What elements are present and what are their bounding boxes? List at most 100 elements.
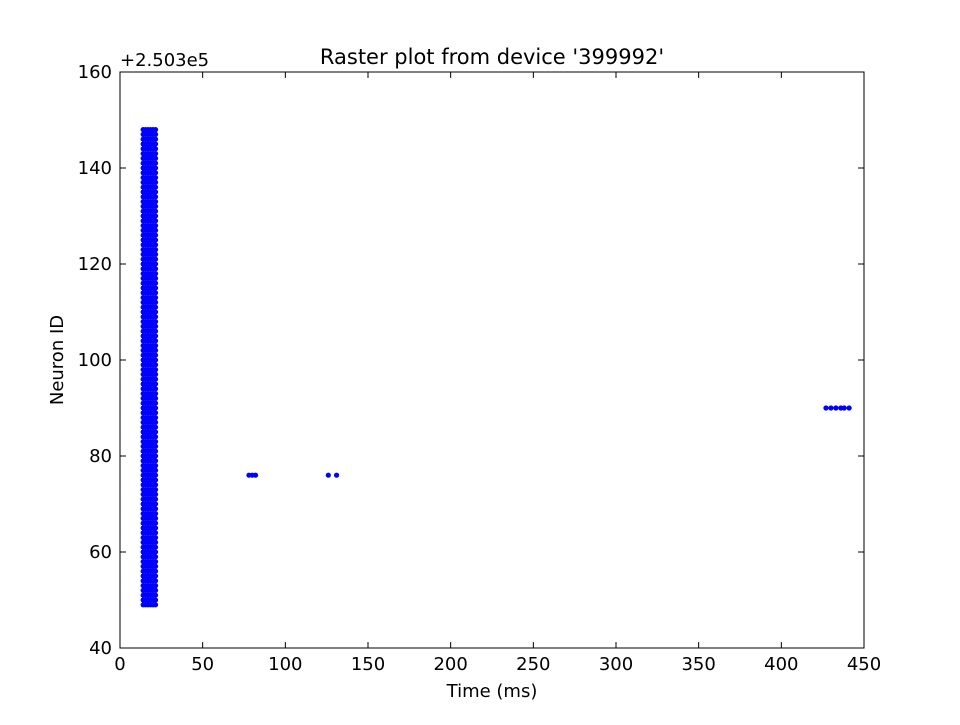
spike-point [152, 367, 159, 373]
spike-point [828, 405, 834, 411]
spike-point [152, 395, 159, 401]
x-tick-label: 300 [599, 654, 633, 675]
spike-point [152, 179, 159, 185]
spike-point [841, 405, 847, 411]
spike-point [152, 151, 159, 157]
y-axis-offset-label: +2.503e5 [120, 50, 209, 71]
spike-point [152, 472, 159, 478]
spike-point [152, 405, 159, 411]
spike-point [152, 170, 159, 176]
spike-markers [140, 127, 852, 608]
spike-point [325, 472, 331, 478]
spike-point [152, 515, 159, 522]
spike-point [152, 448, 159, 454]
spike-point [152, 477, 159, 483]
spike-point [152, 218, 159, 224]
spike-point [152, 568, 159, 574]
spike-point [152, 208, 159, 214]
spike-point [152, 199, 159, 205]
spike-point [152, 559, 159, 565]
spike-point [152, 453, 159, 459]
spike-point [152, 141, 159, 147]
spike-point [152, 309, 159, 315]
spike-point [152, 127, 159, 133]
x-tick-label: 0 [114, 654, 125, 675]
y-tick-label: 100 [78, 350, 112, 371]
spike-point [152, 563, 159, 570]
spike-point [152, 482, 159, 488]
x-tick-label: 250 [516, 654, 550, 675]
spike-point [152, 328, 159, 334]
spike-point [152, 467, 159, 473]
spike-point [152, 597, 159, 603]
spike-point [152, 578, 159, 584]
spike-point [152, 343, 159, 349]
x-tick-label: 100 [268, 654, 302, 675]
spike-point [152, 319, 159, 325]
spike-point [152, 525, 159, 531]
y-tick-label: 140 [78, 158, 112, 179]
spike-point [152, 275, 159, 281]
spike-point [333, 472, 340, 478]
spike-point [152, 386, 159, 392]
spike-point [152, 506, 159, 512]
x-tick-label: 50 [191, 654, 214, 675]
spike-point [152, 232, 159, 238]
spike-point [152, 391, 159, 397]
spike-point [152, 223, 159, 229]
spike-point [152, 520, 159, 526]
spike-point [152, 362, 159, 368]
spike-point [152, 496, 159, 502]
y-tick-label: 40 [89, 638, 112, 659]
spike-point [152, 573, 159, 579]
spike-point [252, 472, 259, 478]
x-tick-label: 350 [681, 654, 715, 675]
chart-title: Raster plot from device '399992' [320, 45, 664, 69]
spike-point [152, 256, 159, 262]
spike-point [152, 213, 159, 219]
spike-point [152, 160, 159, 166]
spike-point [152, 357, 159, 363]
spike-point [152, 381, 159, 387]
y-tick-label: 80 [89, 446, 112, 467]
y-tick-label: 120 [78, 254, 112, 275]
spike-point [152, 587, 159, 594]
spike-point [152, 458, 159, 464]
spike-point [152, 549, 159, 555]
spike-point [152, 271, 159, 277]
spike-point [152, 583, 159, 589]
spike-point [152, 410, 159, 416]
spike-point [152, 419, 159, 425]
x-tick-label: 400 [764, 654, 798, 675]
spike-point [152, 338, 159, 344]
spike-point [152, 333, 159, 339]
spike-point [152, 184, 159, 190]
spike-point [846, 405, 852, 411]
spike-point [152, 544, 159, 550]
spike-point [152, 592, 159, 598]
spike-point [152, 510, 159, 517]
spike-point [823, 405, 829, 411]
spike-point [152, 266, 159, 272]
y-axis-label: Neuron ID [47, 315, 68, 405]
spike-point [152, 554, 159, 560]
spike-point [152, 443, 159, 449]
spike-point [152, 491, 159, 497]
spike-point [152, 280, 159, 286]
spike-point [152, 429, 159, 435]
x-tick-label: 450 [847, 654, 881, 675]
spike-point [152, 501, 159, 507]
spike-point [152, 165, 159, 171]
spike-point [152, 295, 159, 301]
spike-point [152, 439, 159, 445]
y-tick-label: 60 [89, 542, 112, 563]
spike-point [152, 400, 159, 406]
spike-point [152, 155, 159, 161]
spike-point [152, 285, 159, 291]
spike-point [152, 323, 159, 329]
spike-point [152, 530, 159, 536]
spike-point [152, 131, 159, 137]
spike-point [152, 602, 159, 608]
